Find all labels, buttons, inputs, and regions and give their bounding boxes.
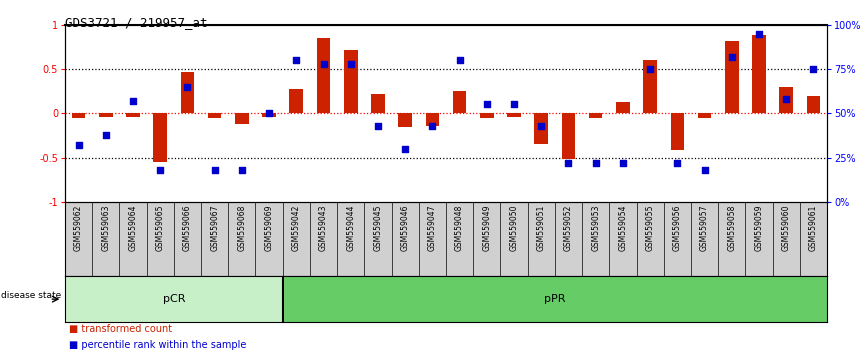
Point xyxy=(344,61,358,67)
Bar xyxy=(99,113,113,117)
Bar xyxy=(65,276,282,322)
Bar xyxy=(208,113,222,118)
Text: GSM559048: GSM559048 xyxy=(456,205,464,251)
Text: ■ transformed count: ■ transformed count xyxy=(69,324,172,333)
Text: GSM559067: GSM559067 xyxy=(210,205,219,251)
Bar xyxy=(181,72,194,113)
Point xyxy=(453,57,467,63)
Text: GSM559061: GSM559061 xyxy=(809,205,818,251)
Text: GSM559052: GSM559052 xyxy=(564,205,573,251)
Text: GSM559051: GSM559051 xyxy=(537,205,546,251)
Bar xyxy=(235,113,249,124)
Text: GSM559069: GSM559069 xyxy=(265,205,274,251)
Text: ■ percentile rank within the sample: ■ percentile rank within the sample xyxy=(69,340,247,350)
Text: GSM559057: GSM559057 xyxy=(700,205,709,251)
Bar xyxy=(425,113,439,126)
Text: GSM559050: GSM559050 xyxy=(509,205,519,251)
Bar xyxy=(589,113,603,118)
Bar xyxy=(643,60,657,113)
Bar xyxy=(753,35,766,113)
Text: GSM559068: GSM559068 xyxy=(237,205,246,251)
Bar xyxy=(806,96,820,113)
Point xyxy=(698,167,712,173)
Bar xyxy=(72,113,86,118)
Point xyxy=(371,123,385,129)
Point xyxy=(752,31,766,36)
Text: GSM559047: GSM559047 xyxy=(428,205,436,251)
Bar xyxy=(534,113,548,144)
Bar xyxy=(670,113,684,150)
Bar xyxy=(779,87,793,113)
Point xyxy=(317,61,331,67)
Point xyxy=(398,146,412,152)
Point xyxy=(235,167,249,173)
Text: GSM559044: GSM559044 xyxy=(346,205,355,251)
Text: GSM559043: GSM559043 xyxy=(319,205,328,251)
Text: GSM559065: GSM559065 xyxy=(156,205,165,251)
Point xyxy=(561,160,575,166)
Text: pCR: pCR xyxy=(163,294,185,304)
Point xyxy=(507,102,521,107)
Text: GSM559058: GSM559058 xyxy=(727,205,736,251)
Point xyxy=(126,98,140,104)
Bar xyxy=(289,90,303,113)
Bar xyxy=(344,50,358,113)
Bar xyxy=(562,113,575,159)
Bar xyxy=(372,94,385,113)
Bar xyxy=(725,41,739,113)
Text: GSM559053: GSM559053 xyxy=(591,205,600,251)
Point xyxy=(289,57,303,63)
Text: GSM559060: GSM559060 xyxy=(782,205,791,251)
Text: GSM559045: GSM559045 xyxy=(373,205,383,251)
Bar xyxy=(317,38,330,113)
Text: GSM559042: GSM559042 xyxy=(292,205,301,251)
Text: GSM559063: GSM559063 xyxy=(101,205,110,251)
Point xyxy=(208,167,222,173)
Bar xyxy=(153,113,167,162)
Point xyxy=(72,142,86,148)
Bar xyxy=(480,113,494,118)
Point xyxy=(180,84,194,90)
Point xyxy=(480,102,494,107)
Point xyxy=(643,66,657,72)
Text: pPR: pPR xyxy=(544,294,565,304)
Point xyxy=(779,96,793,102)
Bar xyxy=(698,113,711,118)
Text: GSM559046: GSM559046 xyxy=(401,205,410,251)
Bar xyxy=(262,113,276,117)
Point xyxy=(99,132,113,137)
Point xyxy=(589,160,603,166)
Point xyxy=(670,160,684,166)
Text: GSM559055: GSM559055 xyxy=(646,205,655,251)
Bar xyxy=(398,113,412,127)
Text: GSM559054: GSM559054 xyxy=(618,205,627,251)
Bar xyxy=(507,113,520,117)
Point xyxy=(425,123,439,129)
Point xyxy=(534,123,548,129)
Bar xyxy=(126,113,139,117)
Bar xyxy=(616,102,630,113)
Text: GSM559064: GSM559064 xyxy=(128,205,138,251)
Text: GSM559059: GSM559059 xyxy=(754,205,764,251)
Point xyxy=(153,167,167,173)
Point xyxy=(725,54,739,59)
Bar xyxy=(453,91,467,113)
Text: GSM559066: GSM559066 xyxy=(183,205,192,251)
Text: GSM559049: GSM559049 xyxy=(482,205,491,251)
Text: GSM559056: GSM559056 xyxy=(673,205,682,251)
Text: disease state: disease state xyxy=(1,291,61,300)
Text: GDS3721 / 219957_at: GDS3721 / 219957_at xyxy=(65,16,208,29)
Point xyxy=(806,66,820,72)
Point xyxy=(262,110,276,116)
Text: GSM559062: GSM559062 xyxy=(74,205,83,251)
Point xyxy=(616,160,630,166)
